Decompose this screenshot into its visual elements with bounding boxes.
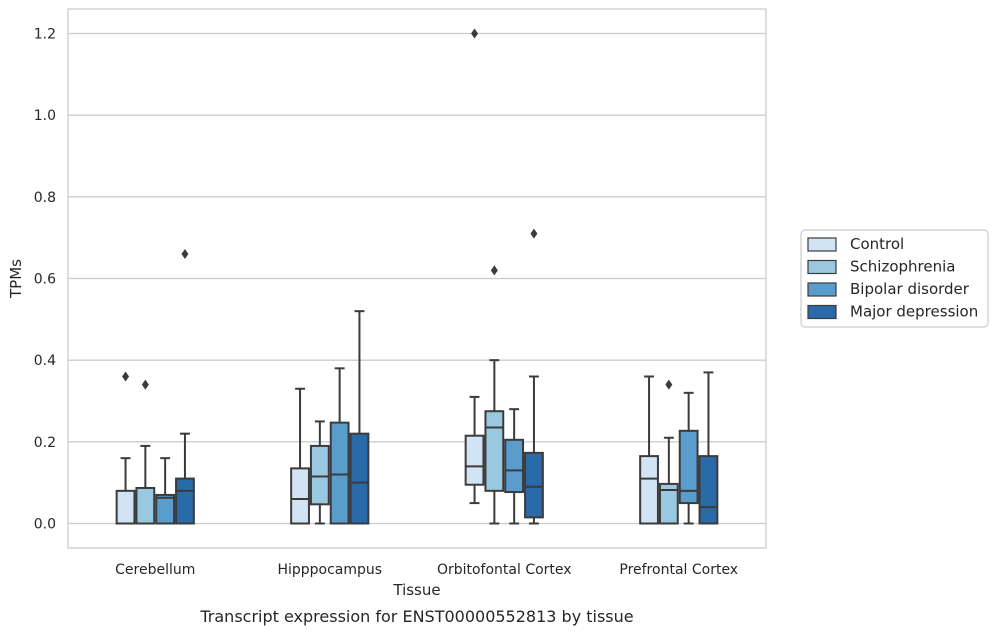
x-tick-label: Hipppocampus: [277, 562, 382, 578]
x-axis-label: Tissue: [392, 581, 440, 599]
box-major-depression: [524, 228, 544, 525]
box-body: [349, 432, 370, 525]
y-tick-label: 0.0: [34, 517, 56, 533]
box-control: [639, 375, 659, 525]
box-body: [175, 477, 195, 525]
box-schizophrenia: [658, 379, 679, 525]
box-body: [484, 410, 505, 492]
box-body: [639, 455, 659, 525]
box-body: [329, 421, 350, 525]
box-series: [115, 28, 719, 525]
legend-label: Control: [850, 235, 904, 253]
y-tick-label: 1.0: [34, 108, 56, 124]
box-schizophrenia: [309, 420, 330, 525]
legend-swatch: [807, 237, 837, 252]
x-axis-ticks: Cerebellum Hipppocampus Orbitofontal Corte…: [115, 562, 738, 578]
outlier-marker: [181, 249, 189, 259]
legend-swatch: [807, 282, 837, 297]
outlier-marker: [530, 228, 538, 239]
box-body: [135, 486, 156, 525]
box-body: [504, 438, 525, 494]
box-body: [678, 429, 699, 505]
box-major-depression: [698, 371, 719, 525]
x-tick-label: Cerebellum: [115, 562, 195, 578]
box-control: [464, 28, 485, 505]
box-body: [524, 451, 544, 519]
box-bipolar-disorder: [329, 367, 350, 525]
outlier-marker: [490, 265, 498, 276]
y-tick-label: 0.4: [34, 353, 56, 369]
box-body: [115, 489, 136, 525]
outlier-marker: [471, 28, 479, 39]
box-major-depression: [175, 249, 195, 525]
y-tick-label: 0.2: [34, 435, 56, 451]
box-body: [290, 467, 310, 525]
gridlines: [68, 32, 766, 525]
box-body: [309, 444, 330, 506]
box-control: [115, 371, 136, 525]
box-body: [464, 434, 485, 486]
legend-swatch: [807, 304, 837, 320]
y-axis-ticks: 0.0 0.2 0.4 0.6 0.8 1.0 1.2: [34, 27, 56, 533]
x-tick-label: Orbitofontal Cortex: [437, 562, 572, 578]
box-schizophrenia: [135, 379, 156, 525]
legend-label: Major depression: [850, 303, 978, 321]
legend-label: Schizophrenia: [850, 258, 955, 276]
box-body: [155, 493, 176, 525]
figure-caption: Transcript expression for ENST0000055281…: [199, 607, 633, 626]
x-tick-label: Prefrontal Cortex: [619, 562, 738, 578]
box-major-depression: [349, 310, 370, 525]
legend-label: Bipolar disorder: [850, 280, 970, 298]
box-bipolar-disorder: [678, 391, 699, 525]
legend-swatch: [807, 259, 837, 275]
y-axis-label: TPMs: [7, 259, 25, 299]
outlier-marker: [122, 371, 130, 382]
box-schizophrenia: [484, 265, 505, 525]
outlier-marker: [665, 379, 673, 390]
outlier-marker: [141, 379, 149, 390]
box-bipolar-disorder: [155, 457, 176, 525]
box-bipolar-disorder: [504, 408, 525, 525]
box-body: [698, 455, 719, 525]
y-tick-label: 1.2: [34, 27, 56, 43]
y-tick-label: 0.6: [34, 272, 56, 288]
box-body: [658, 482, 679, 525]
plot-frame: [67, 8, 767, 549]
legend: Control Schizophrenia Bipolar disorder Majo…: [800, 229, 989, 328]
box-control: [290, 387, 310, 525]
y-tick-label: 0.8: [34, 190, 56, 206]
legend-frame: [800, 229, 989, 328]
